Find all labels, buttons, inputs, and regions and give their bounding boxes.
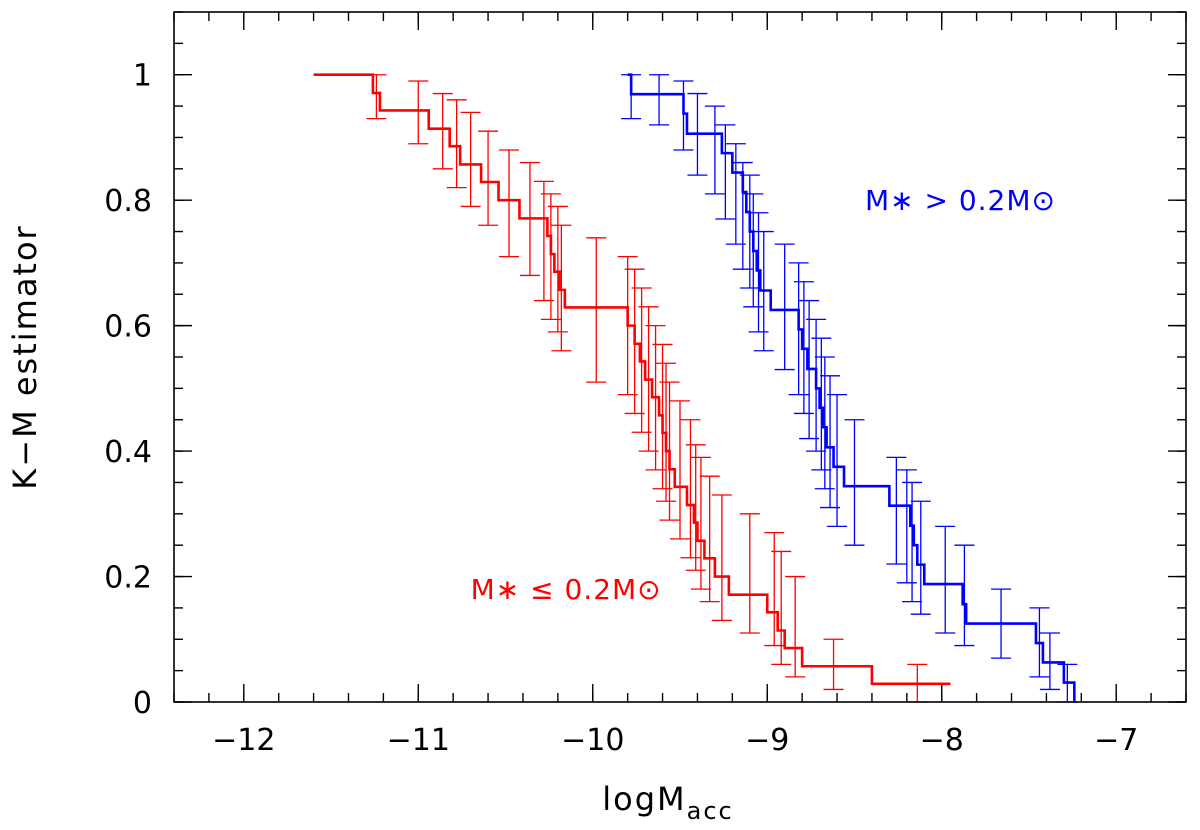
low-mass-errorbar [680,419,701,559]
low-mass-errorbar [446,99,467,189]
high-mass-errorbar [814,356,835,490]
low-mass-errorbar [478,130,499,226]
tick-labels: −12 −11 −10 −9 −8 −7 0 0.2 0.4 0.6 0.8 1 [104,59,1138,758]
x-axis-title: logMacc [602,780,734,825]
x-axis-title-main: logM [602,780,686,818]
low-mass-errorbar [670,400,690,540]
high-mass-errorbar [649,74,670,126]
high-mass-step-curve [627,73,1076,702]
plot-frame [173,11,1187,703]
low-mass-errorbar [699,475,720,603]
low-mass-errorbar [499,149,520,258]
high-mass-errorbar [935,525,956,634]
high-mass-errorbar [902,481,923,603]
high-mass-errorbar [811,337,832,471]
y-tick-label: 0.8 [104,184,152,219]
low-mass-errorbar [771,550,792,666]
low-mass-errorbar [823,638,844,691]
low-mass-errorbar [711,494,732,622]
high-mass-errorbar [673,80,694,151]
low-mass-errorbar [739,513,760,634]
y-tick-label: 1 [133,59,152,94]
low-mass-errorbar [366,74,387,120]
high-mass-errorbar [954,544,975,647]
low-mass-errorbar [586,237,607,383]
high-mass-errorbar [715,124,736,220]
axis-ticks [173,11,1187,703]
high-mass-errorbar [827,393,848,528]
low-mass-step-curve [313,73,951,686]
low-mass-errorbar [551,224,572,352]
step-curves [313,73,1076,702]
low-mass-errorbar [547,205,568,333]
x-tick-label: −11 [387,723,450,758]
high-mass-errorbar [844,419,865,546]
x-tick-label: −8 [920,723,964,758]
y-tick-label: 0.4 [104,435,152,470]
x-tick-label: −7 [1094,723,1138,758]
low-mass-errorbar [685,444,706,571]
low-mass-errorbar [460,111,481,208]
x-axis-title-subscript: acc [687,797,734,825]
low-mass-errorbar [432,92,453,170]
high-mass-errorbar [910,500,931,615]
low-mass-errorbar [408,80,429,145]
y-tick-label: 0.6 [104,310,152,345]
low-mass-errorbar [785,575,806,678]
x-tick-label: −10 [561,723,624,758]
annotation-high-mass: M∗ > 0.2M⊙ [865,184,1056,217]
x-tick-label: −12 [212,723,275,758]
y-axis-title: K−M estimator [6,224,44,489]
high-mass-errorbar [704,105,725,195]
annotation-low-mass: M∗ ≤ 0.2M⊙ [471,573,662,606]
high-mass-errorbar [774,243,795,371]
y-tick-label: 0.2 [104,561,152,596]
high-mass-errorbar [886,456,907,565]
x-tick-label: −9 [745,723,789,758]
low-mass-errorbar [690,456,711,590]
high-mass-errorbar [748,212,769,333]
y-tick-label: 0 [133,686,152,721]
high-mass-errorbar [896,469,917,584]
error-bars [366,74,1078,703]
